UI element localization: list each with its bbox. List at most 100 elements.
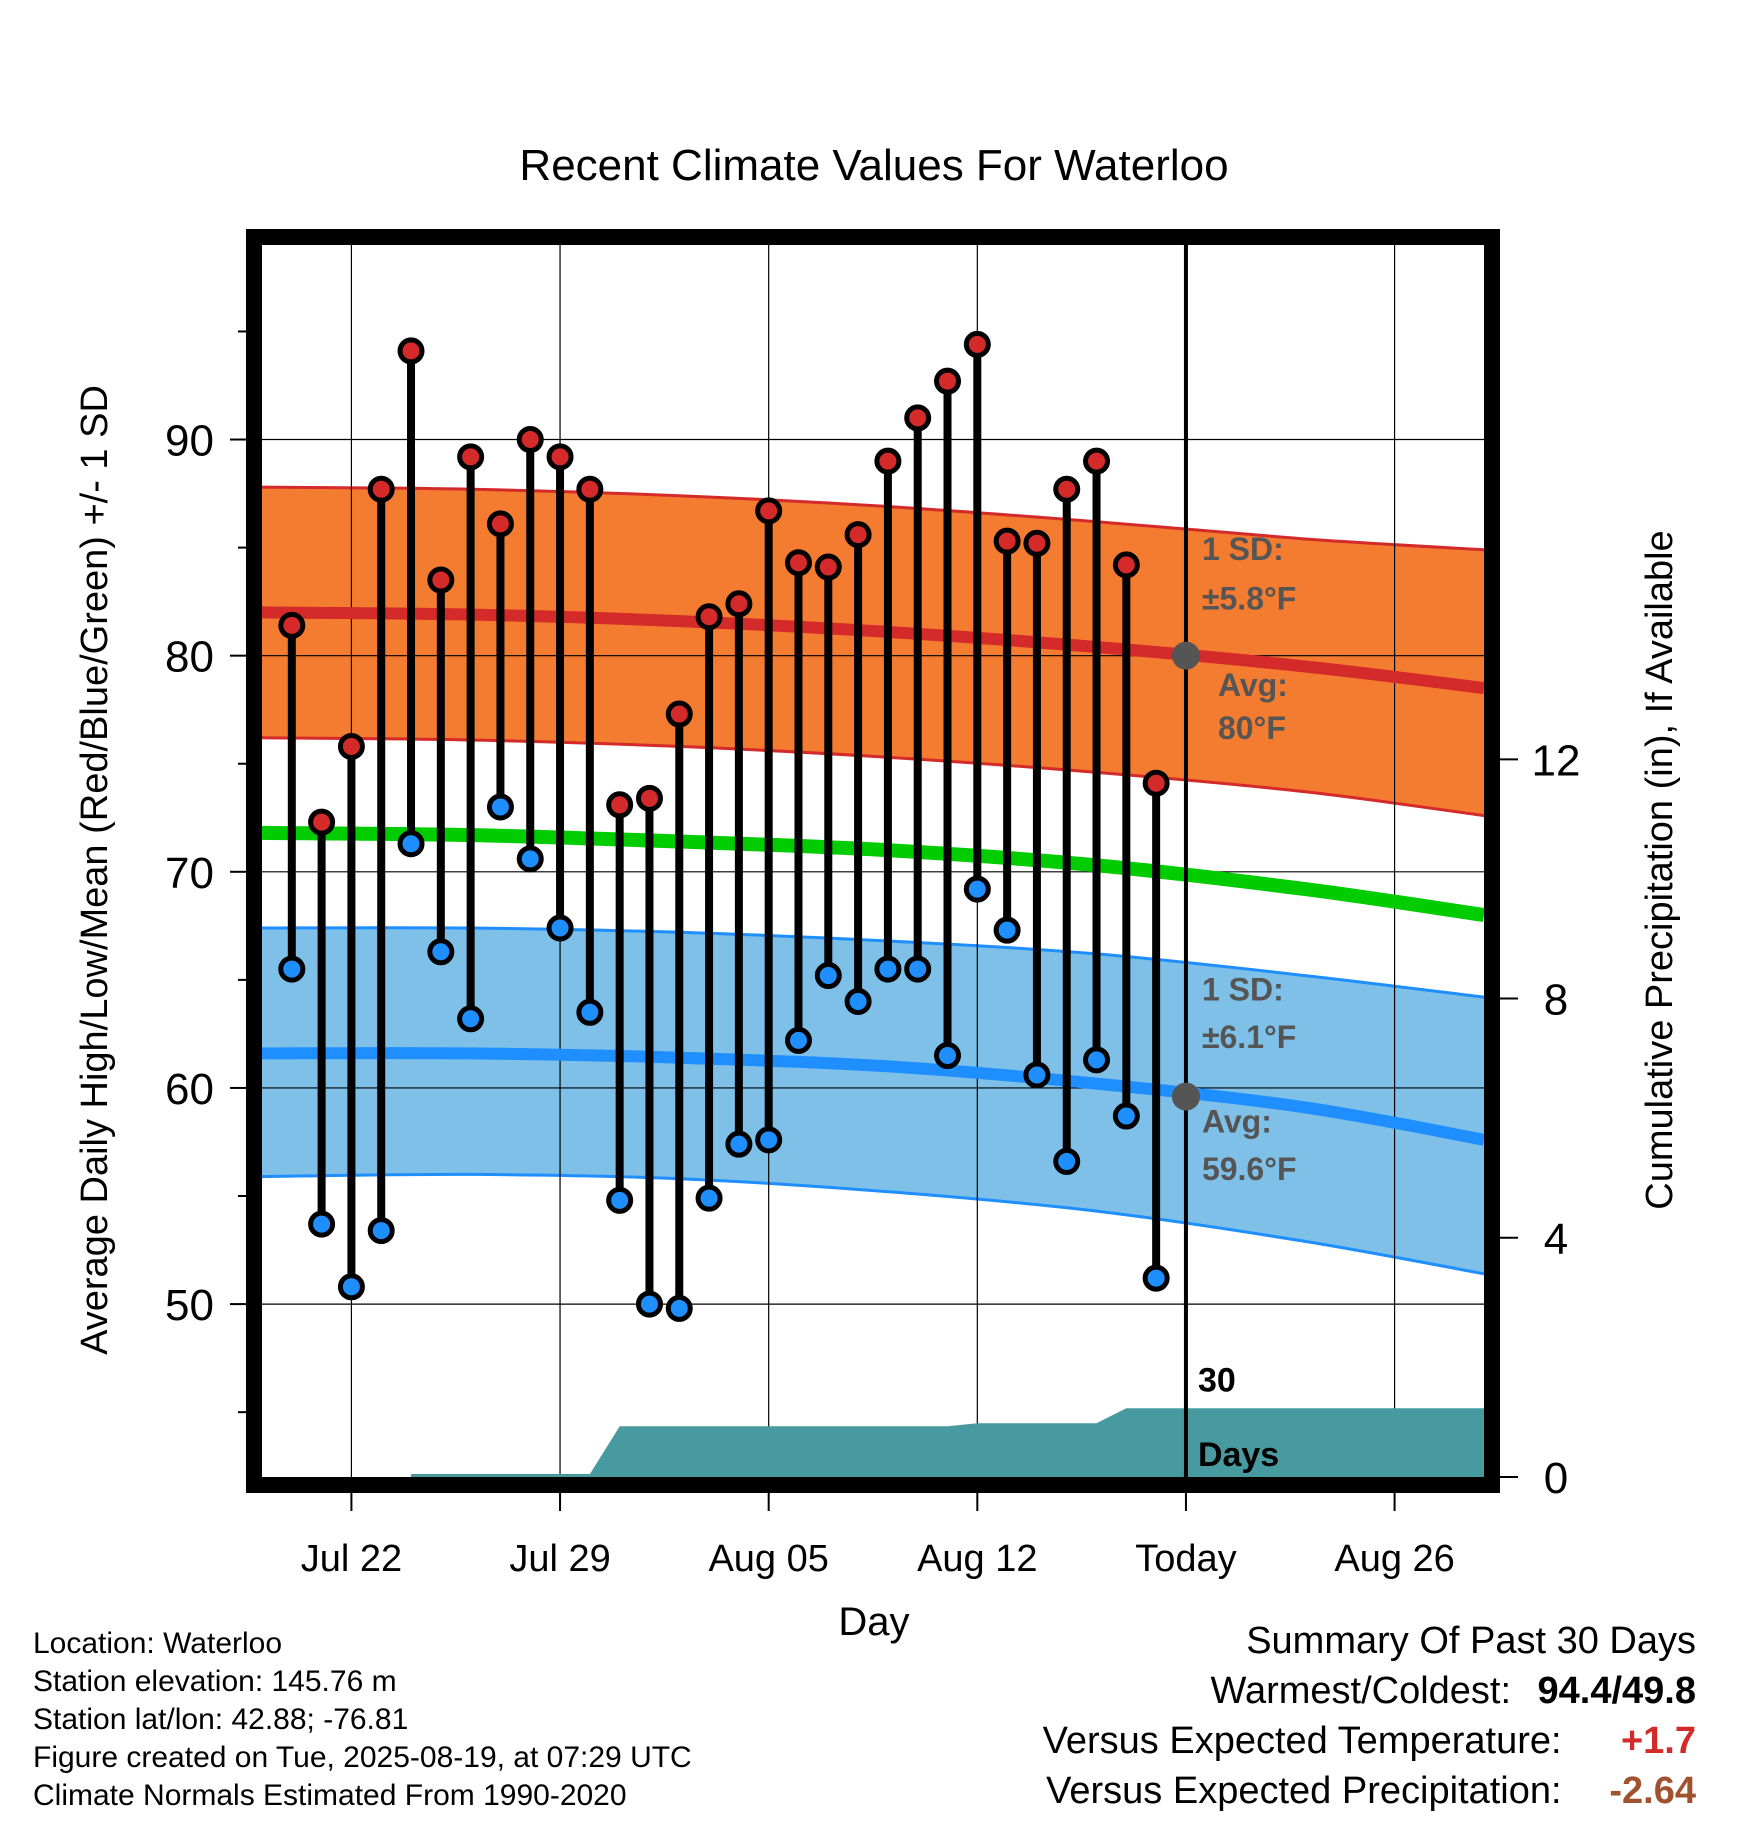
- y2-tick-label: 12: [1532, 736, 1581, 785]
- high-avg-value: 80°F: [1218, 710, 1286, 746]
- precip-vs-expected-value: -2.64: [1609, 1770, 1696, 1812]
- y-axis-title: Average Daily High/Low/Mean (Red/Blue/Gr…: [74, 385, 116, 1355]
- low-point: [695, 1184, 723, 1212]
- y-tick-label: 60: [165, 1065, 214, 1114]
- low-point: [1142, 1264, 1170, 1292]
- summary-heading: Summary Of Past 30 Days: [1246, 1620, 1696, 1662]
- station-elevation: Station elevation: 145.76 m: [33, 1665, 397, 1698]
- high-point: [278, 611, 306, 639]
- low-avg-value: 59.6°F: [1202, 1151, 1297, 1187]
- low-point: [516, 845, 544, 873]
- warmest-coldest-label: Warmest/Coldest:: [1210, 1670, 1512, 1712]
- high-point: [814, 553, 842, 581]
- x-tick-label: Today: [1135, 1538, 1236, 1580]
- high-point: [516, 426, 544, 454]
- x-tick-label: Jul 22: [301, 1538, 402, 1580]
- high-point: [635, 784, 663, 812]
- today-avg-high-marker: [1171, 641, 1200, 670]
- low-point: [576, 998, 604, 1026]
- x-tick-label: Jul 29: [509, 1538, 610, 1580]
- x-tick-label: Aug 12: [917, 1538, 1037, 1580]
- high-point: [695, 603, 723, 631]
- x-axis-title: Day: [838, 1600, 909, 1644]
- low-point: [1023, 1061, 1051, 1089]
- temp-vs-expected-row: Versus Expected Temperature: +1.7: [1043, 1720, 1696, 1763]
- low-point: [784, 1026, 812, 1054]
- precip-vs-expected-label: Versus Expected Precipitation:: [1046, 1770, 1562, 1812]
- temp-vs-expected-value: +1.7: [1620, 1720, 1696, 1762]
- low-sd-band: [262, 927, 1484, 1274]
- low-point: [725, 1130, 753, 1158]
- high-point: [963, 330, 991, 358]
- station-latlon: Station lat/lon: 42.88; -76.81: [33, 1703, 409, 1736]
- low-point: [546, 914, 574, 942]
- low-point: [606, 1186, 634, 1214]
- high-point: [784, 549, 812, 577]
- high-point: [1053, 475, 1081, 503]
- high-point: [874, 447, 902, 475]
- high-point: [337, 732, 365, 760]
- low-point: [934, 1042, 962, 1070]
- high-point: [1023, 529, 1051, 557]
- warmest-coldest-value: 94.4/49.8: [1537, 1670, 1696, 1712]
- low-point: [278, 955, 306, 983]
- high-point: [367, 475, 395, 503]
- y-tick-label: 70: [165, 849, 214, 898]
- avg-low-line: [262, 1047, 1484, 1146]
- low-point: [367, 1217, 395, 1245]
- low-point: [337, 1273, 365, 1301]
- low-point: [963, 875, 991, 903]
- high-point: [457, 443, 485, 471]
- precip-area: [262, 1408, 1484, 1477]
- high-point: [993, 527, 1021, 555]
- y2-tick-label: 8: [1544, 976, 1568, 1025]
- window-label-number: 30: [1198, 1361, 1236, 1399]
- x-tick-label: Aug 05: [708, 1538, 828, 1580]
- avg-mean-line: [262, 825, 1484, 922]
- y2-tick-label: 4: [1544, 1215, 1568, 1264]
- y-tick-label: 90: [165, 417, 214, 466]
- low-point: [427, 938, 455, 966]
- low-point: [844, 987, 872, 1015]
- low-point: [486, 793, 514, 821]
- high-point: [725, 590, 753, 618]
- low-point: [397, 830, 425, 858]
- low-point: [1112, 1102, 1140, 1130]
- low-point: [755, 1126, 783, 1154]
- low-point: [904, 955, 932, 983]
- low-point: [1053, 1147, 1081, 1175]
- chart-title: Recent Climate Values For Waterloo: [519, 141, 1228, 190]
- y-tick-label: 50: [165, 1281, 214, 1330]
- high-point: [755, 497, 783, 525]
- high-point: [1142, 769, 1170, 797]
- warmest-coldest-row: Warmest/Coldest: 94.4/49.8: [1211, 1670, 1697, 1713]
- plot-area: 1 SD: ±5.8°F Avg: 80°F 1 SD: ±6.1°F Avg: 59.6°F…: [165, 229, 1581, 1580]
- y2-axis-title: Cumulative Precipitation (in), If Availa…: [1639, 530, 1681, 1209]
- high-point: [397, 337, 425, 365]
- low-point: [993, 916, 1021, 944]
- high-point: [1083, 447, 1111, 475]
- plot-content: [262, 245, 1484, 1477]
- low-point: [665, 1294, 693, 1322]
- low-sd-value: ±6.1°F: [1202, 1019, 1296, 1055]
- low-point: [874, 955, 902, 983]
- high-point: [606, 791, 634, 819]
- high-point: [665, 700, 693, 728]
- high-point: [427, 566, 455, 594]
- high-sd-label: 1 SD:: [1202, 531, 1284, 567]
- station-info: Location: Waterloo Station elevation: 14…: [33, 1625, 692, 1815]
- low-sd-label: 1 SD:: [1202, 972, 1284, 1008]
- low-avg-label: Avg:: [1202, 1104, 1272, 1140]
- precip-vs-expected-row: Versus Expected Precipitation: -2.64: [1046, 1770, 1696, 1813]
- figure-created: Figure created on Tue, 2025-08-19, at 07…: [33, 1741, 692, 1774]
- x-tick-label: Aug 26: [1334, 1538, 1454, 1580]
- temp-vs-expected-label: Versus Expected Temperature:: [1042, 1720, 1562, 1762]
- high-avg-label: Avg:: [1218, 667, 1288, 703]
- high-point: [546, 443, 574, 471]
- low-point: [308, 1210, 336, 1238]
- low-point: [457, 1005, 485, 1033]
- high-point: [844, 521, 872, 549]
- low-point: [814, 962, 842, 990]
- y-tick-label: 80: [165, 633, 214, 682]
